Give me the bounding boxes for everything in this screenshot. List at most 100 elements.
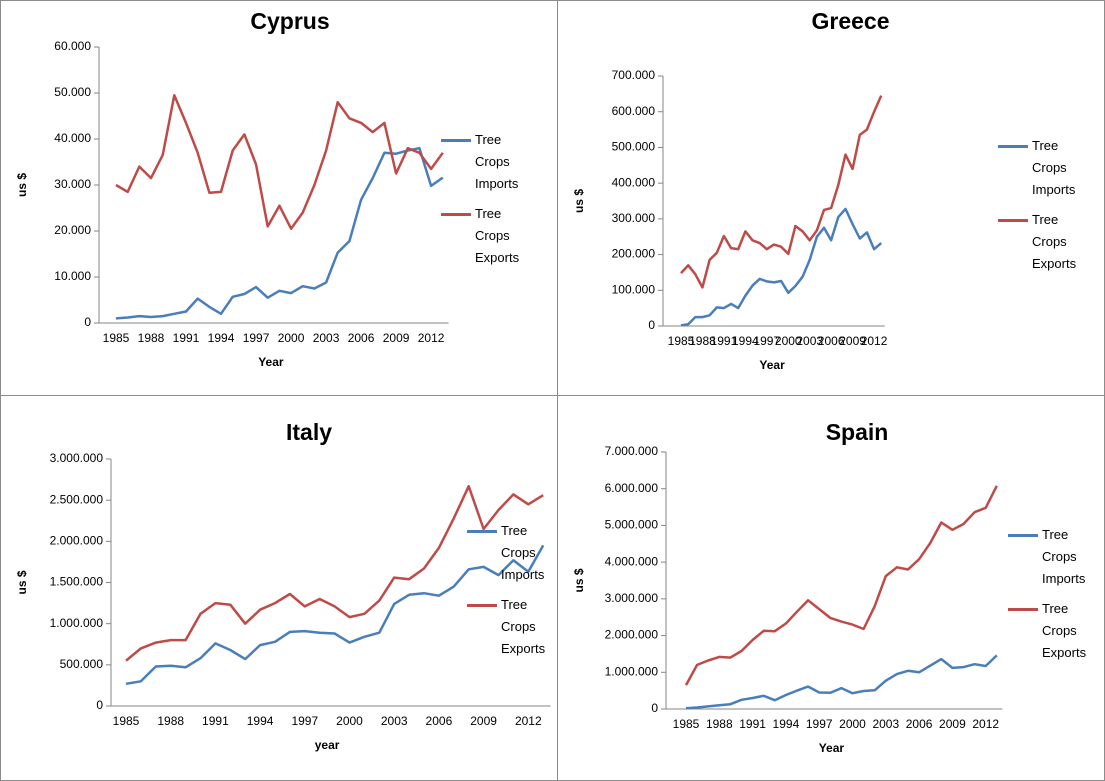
y-tick-label: 2.000.000 [605, 628, 659, 642]
y-tick-label: 400.000 [612, 175, 656, 189]
legend-swatch [998, 219, 1028, 222]
x-tick-label: 1985 [113, 714, 140, 728]
legend-swatch [441, 139, 471, 142]
legend-entry: Tree Crops Exports [1008, 598, 1104, 664]
y-axis-label: us $ [15, 173, 29, 197]
legend-label: Tree Crops Exports [475, 206, 520, 265]
legend-entry: Tree Crops Imports [467, 520, 563, 586]
series-line [115, 94, 444, 230]
x-tick-label: 2009 [939, 717, 966, 731]
y-axis-label: us $ [572, 189, 586, 213]
x-tick-label: 2009 [383, 331, 410, 345]
x-tick-label: 1985 [673, 717, 700, 731]
y-tick-label: 2.500.000 [50, 492, 104, 506]
chart: Greece 0 100.000 200.000 300.000 400.000 500.0… [572, 8, 889, 372]
x-tick-label: 1994 [732, 334, 759, 348]
y-tick-label: 500.000 [612, 140, 656, 154]
x-tick-label: 1997 [806, 717, 833, 731]
x-tick-label: 2003 [313, 331, 340, 345]
y-tick-label: 3.000.000 [50, 451, 104, 465]
x-tick-label: 1991 [739, 717, 766, 731]
y-tick-label: 40.000 [54, 131, 91, 145]
y-tick-label: 1.000.000 [605, 664, 659, 678]
y-tick-label: 600.000 [612, 104, 656, 118]
y-tick-label: 10.000 [54, 269, 91, 283]
x-tick-label: 1997 [753, 334, 780, 348]
y-tick-label: 7.000.000 [605, 444, 659, 458]
x-tick-label: 2003 [796, 334, 823, 348]
legend-label: Tree Crops Imports [1042, 527, 1086, 586]
x-tick-label: 1994 [208, 331, 235, 345]
series-line [680, 207, 883, 327]
x-tick-label: 1985 [103, 331, 130, 345]
x-tick-label: 1991 [202, 714, 229, 728]
y-tick-label: 0 [648, 318, 655, 332]
x-tick-label: 2006 [818, 334, 845, 348]
y-tick-label: 700.000 [612, 68, 656, 82]
y-tick-label: 500.000 [60, 657, 104, 671]
x-tick-label: 2000 [278, 331, 305, 345]
x-tick-label: 2000 [336, 714, 363, 728]
chart-panel: Italy 0 500.000 1.000.000 1.500.000 2.000.000… [0, 395, 558, 781]
chart-title: Cyprus [250, 8, 329, 34]
x-tick-label: 1985 [668, 334, 695, 348]
y-tick-label: 20.000 [54, 223, 91, 237]
y-tick-label: 0 [96, 698, 103, 712]
x-tick-label: 2003 [872, 717, 899, 731]
x-tick-label: 1997 [243, 331, 270, 345]
legend-label: Tree Crops Exports [1042, 601, 1087, 660]
series-line [685, 654, 998, 710]
chart: Spain 0 1.000.000 2.000.000 3.000.000 4.000.0… [572, 419, 1003, 755]
y-tick-label: 30.000 [54, 177, 91, 191]
x-tick-label: 1991 [711, 334, 738, 348]
legend-entry: Tree Crops Imports [441, 129, 537, 195]
legend-entry: Tree Crops Imports [998, 135, 1094, 201]
chart-title: Italy [286, 419, 332, 445]
legend-entry: Tree Crops Imports [1008, 524, 1104, 590]
y-tick-label: 2.000.000 [50, 534, 104, 548]
x-tick-label: 2000 [775, 334, 802, 348]
legend-entry: Tree Crops Exports [441, 203, 537, 269]
x-tick-label: 2009 [839, 334, 866, 348]
x-tick-label: 1997 [291, 714, 318, 728]
y-tick-label: 100.000 [612, 282, 656, 296]
x-tick-label: 2012 [418, 331, 445, 345]
chart-title: Spain [826, 419, 889, 445]
chart-panel: Greece 0 100.000 200.000 300.000 400.000 500.0… [557, 0, 1105, 396]
chart-title: Greece [811, 8, 889, 34]
x-tick-label: 1994 [247, 714, 274, 728]
chart: Cyprus 0 10.000 20.000 30.000 40.000 50.000 60.… [15, 8, 449, 369]
y-tick-label: 200.000 [612, 247, 656, 261]
x-tick-label: 2006 [906, 717, 933, 731]
x-tick-label: 1988 [138, 331, 165, 345]
x-tick-label: 1988 [706, 717, 733, 731]
x-tick-label: 2006 [426, 714, 453, 728]
legend-label: Tree Crops Exports [501, 597, 546, 656]
legend-swatch [467, 604, 497, 607]
x-tick-label: 2012 [515, 714, 542, 728]
legend: Tree Crops Imports Tree Crops Exports [467, 520, 563, 668]
x-tick-label: 2012 [972, 717, 999, 731]
legend-label: Tree Crops Imports [475, 132, 519, 191]
x-tick-label: 2006 [348, 331, 375, 345]
legend-swatch [441, 213, 471, 216]
x-tick-label: 1994 [773, 717, 800, 731]
legend-swatch [467, 530, 497, 533]
y-tick-label: 1.500.000 [50, 575, 104, 589]
series-line [680, 95, 883, 289]
chart: Italy 0 500.000 1.000.000 1.500.000 2.000.000… [15, 419, 551, 752]
y-axis-label: us $ [572, 568, 586, 592]
y-tick-label: 3.000.000 [605, 591, 659, 605]
y-tick-label: 1.000.000 [50, 616, 104, 630]
chart-panel: Spain 0 1.000.000 2.000.000 3.000.000 4.000.0… [557, 395, 1105, 781]
y-axis-label: us $ [15, 570, 29, 594]
y-tick-label: 4.000.000 [605, 554, 659, 568]
y-tick-label: 6.000.000 [605, 481, 659, 495]
y-tick-label: 0 [84, 315, 91, 329]
series-line [125, 484, 544, 662]
x-tick-label: 1991 [173, 331, 200, 345]
legend-entry: Tree Crops Exports [467, 594, 563, 660]
legend-label: Tree Crops Exports [1032, 212, 1077, 271]
series-line [684, 485, 998, 686]
